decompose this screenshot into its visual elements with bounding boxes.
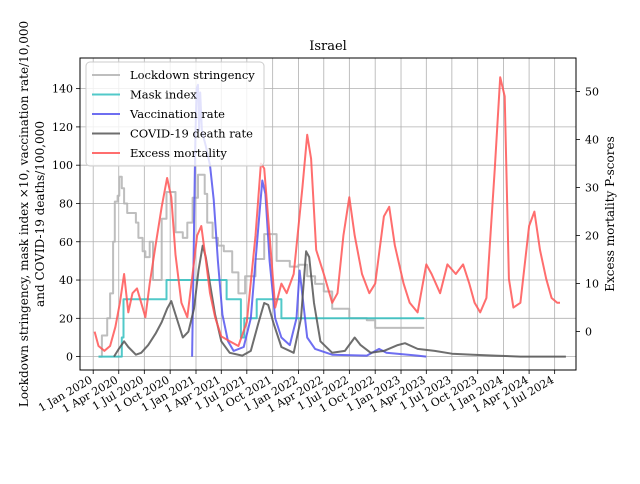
series-line-excess-mortality xyxy=(93,76,560,352)
series-line-lockdown-stringency xyxy=(98,173,425,358)
legend-box xyxy=(85,61,265,167)
plot-frame xyxy=(79,57,577,371)
y-left-tick-label: 100 xyxy=(52,159,73,172)
y-left-tick-label: 80 xyxy=(59,197,73,210)
y-left-tick-label: 40 xyxy=(59,274,73,287)
chart-title: Israel xyxy=(309,39,347,54)
legend-label-excess-mortality: Excess mortality xyxy=(130,146,227,160)
y-right-tick-label: 30 xyxy=(585,182,599,195)
y-left-tick-label: 20 xyxy=(59,312,73,325)
series-line-covid-19-death-rate xyxy=(113,244,566,358)
y-axis-left-label-line2: and COVID-19 deaths/100,000 xyxy=(33,121,47,307)
y-axis-left-label-line1: Lockdown stringency, mask index ×10, vac… xyxy=(17,21,31,407)
y-axis-right: 0 10 20 30 40 50 xyxy=(576,86,599,339)
legend: Lockdown stringency Mask index Vaccination… xyxy=(85,61,265,167)
y-right-tick-label: 0 xyxy=(585,326,592,339)
y-right-tick-label: 50 xyxy=(585,86,599,99)
y-right-tick-label: 20 xyxy=(585,230,599,243)
y-right-tick-label: 40 xyxy=(585,134,599,147)
legend-label-vaccination-rate: Vaccination rate xyxy=(129,107,225,121)
y-left-tick-label: 140 xyxy=(52,83,73,96)
y-left-tick-label: 60 xyxy=(59,236,73,249)
y-axis-left: 0 20 40 60 80 100 120 140 xyxy=(52,83,80,364)
y-axis-right-label: Excess mortality P-scores xyxy=(603,136,617,291)
series-layer xyxy=(93,76,566,358)
legend-label-lockdown-stringency: Lockdown stringency xyxy=(130,68,255,82)
y-left-tick-label: 120 xyxy=(52,121,73,134)
y-left-tick-label: 0 xyxy=(66,351,73,364)
y-right-tick-label: 10 xyxy=(585,278,599,291)
legend-label-covid-19-death-rate: COVID-19 death rate xyxy=(130,127,253,141)
legend-label-mask-index: Mask index xyxy=(130,88,197,102)
